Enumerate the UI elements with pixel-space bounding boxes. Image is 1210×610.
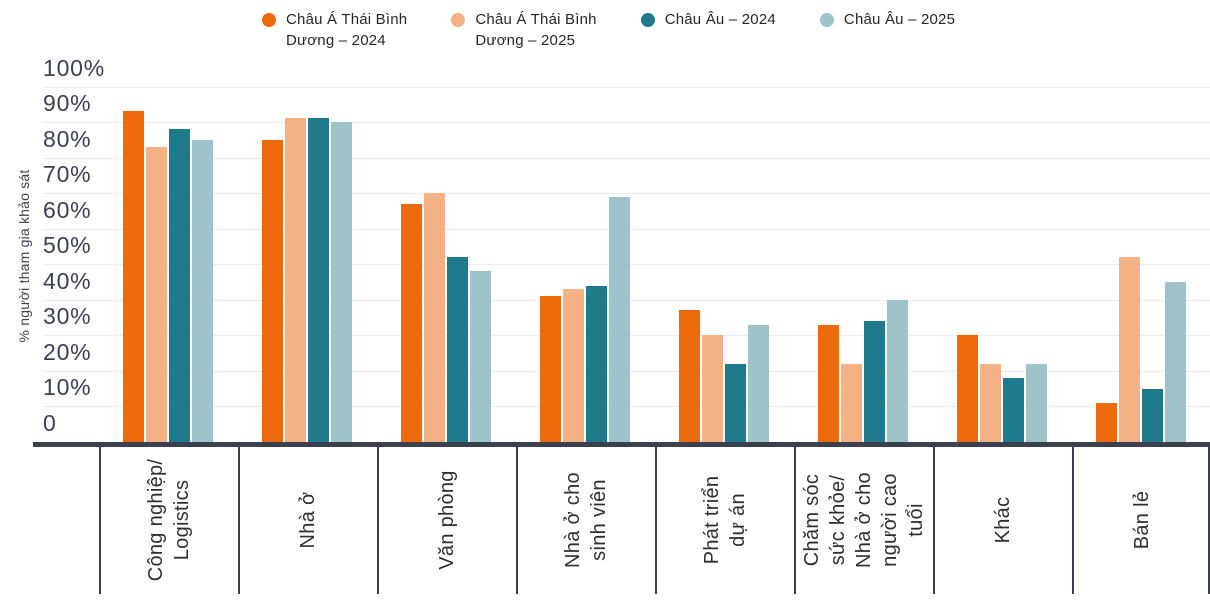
legend-label: Châu Á Thái Bình Dương – 2024 xyxy=(286,11,408,49)
chart-legend: Châu Á Thái Bình Dương – 2024 Châu Á Thái… xyxy=(262,10,955,51)
bar xyxy=(470,271,491,442)
y-tick-label: 20% xyxy=(43,339,92,365)
legend-marker-circle xyxy=(451,13,466,27)
category-label: Văn phòng xyxy=(435,470,458,570)
bar xyxy=(308,118,329,442)
y-tick-label: 30% xyxy=(43,303,92,329)
legend-marker-circle xyxy=(819,13,834,27)
category-label: Bán lẻ xyxy=(1130,490,1153,550)
gridline xyxy=(43,193,1210,194)
bar xyxy=(748,325,769,442)
bar xyxy=(1119,257,1140,442)
category-divider xyxy=(655,447,657,594)
category-label: Phát triển dự án xyxy=(700,475,749,565)
bar xyxy=(725,364,746,442)
bar xyxy=(1096,403,1117,442)
y-tick-label: 40% xyxy=(43,268,92,294)
gridline xyxy=(43,122,1210,123)
category-label: Khác xyxy=(991,496,1014,544)
legend-marker-circle xyxy=(640,13,655,27)
legend-marker-circle xyxy=(262,13,276,27)
legend-item: Châu Âu – 2025 xyxy=(819,10,956,31)
bar xyxy=(609,197,630,442)
category-divider xyxy=(933,447,935,594)
bar xyxy=(679,310,700,442)
legend-item: Châu Âu – 2024 xyxy=(640,10,776,31)
category-label: Nhà ở xyxy=(296,491,319,549)
category-divider xyxy=(377,447,379,594)
bar xyxy=(401,204,422,442)
category-divider xyxy=(99,447,101,594)
category-label: Nhà ở cho sinh viên xyxy=(561,472,610,568)
bar xyxy=(586,286,607,442)
bar xyxy=(702,335,723,442)
bar xyxy=(285,118,306,442)
gridline xyxy=(43,87,1210,88)
bar xyxy=(447,257,468,442)
bar xyxy=(1165,282,1186,442)
bar xyxy=(841,364,862,442)
x-axis-line xyxy=(33,442,1210,447)
bar xyxy=(980,364,1001,442)
bar xyxy=(818,325,839,442)
bar xyxy=(262,140,283,442)
bar xyxy=(1026,364,1047,442)
bar xyxy=(864,321,885,442)
y-tick-label: 80% xyxy=(43,126,92,152)
legend-label: Châu Âu – 2025 xyxy=(843,11,956,28)
y-tick-label: 100% xyxy=(43,55,106,81)
legend-label: Châu Âu – 2024 xyxy=(664,11,776,28)
category-divider xyxy=(238,447,240,594)
bar xyxy=(331,122,352,442)
bar xyxy=(957,335,978,442)
y-tick-label: 50% xyxy=(43,232,92,258)
bar xyxy=(192,140,213,442)
category-divider xyxy=(516,447,518,594)
y-tick-label: 90% xyxy=(43,90,92,116)
bar xyxy=(146,147,167,442)
category-label: Chăm sóc sức khỏe/ Nhà ở cho người cao t… xyxy=(800,472,927,568)
y-tick-label: 70% xyxy=(43,161,92,187)
category-label: Công nghiệp/ Logistics xyxy=(144,458,193,582)
bar xyxy=(169,129,190,442)
bar xyxy=(1142,389,1163,442)
bar xyxy=(887,300,908,442)
bar xyxy=(1003,378,1024,442)
bar xyxy=(424,193,445,442)
category-divider xyxy=(794,447,796,594)
y-axis-title: % người tham gia khảo sát xyxy=(16,169,32,343)
bar xyxy=(540,296,561,442)
gridline xyxy=(43,158,1210,159)
category-divider xyxy=(1208,447,1210,594)
y-tick-label: 10% xyxy=(43,374,92,400)
bar xyxy=(123,111,144,442)
bar xyxy=(563,289,584,442)
y-tick-label: 60% xyxy=(43,197,92,223)
legend-label: Châu Á Thái Bình Dương – 2025 xyxy=(475,11,597,49)
legend-item: Châu Á Thái Bình Dương – 2024 xyxy=(262,10,407,51)
category-divider xyxy=(1072,447,1074,594)
legend-item: Châu Á Thái Bình Dương – 2025 xyxy=(451,10,596,51)
y-tick-label: 0 xyxy=(43,410,57,436)
